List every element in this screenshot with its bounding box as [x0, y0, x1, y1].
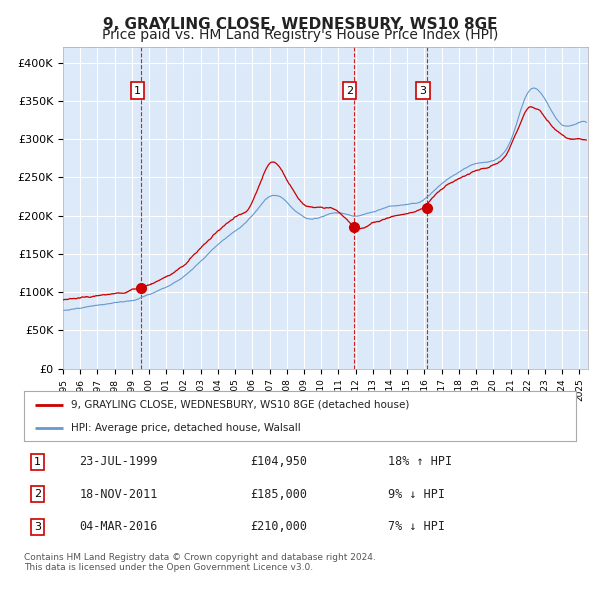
Text: 7% ↓ HPI: 7% ↓ HPI [388, 520, 445, 533]
Text: 1: 1 [34, 457, 41, 467]
Text: 2: 2 [34, 489, 41, 499]
Text: 3: 3 [34, 522, 41, 532]
Text: 18-NOV-2011: 18-NOV-2011 [79, 488, 158, 501]
Text: 2: 2 [346, 86, 353, 96]
Text: £210,000: £210,000 [250, 520, 307, 533]
Text: £104,950: £104,950 [250, 455, 307, 468]
Text: HPI: Average price, detached house, Walsall: HPI: Average price, detached house, Wals… [71, 423, 301, 433]
Text: 18% ↑ HPI: 18% ↑ HPI [388, 455, 452, 468]
Text: 04-MAR-2016: 04-MAR-2016 [79, 520, 158, 533]
Text: £185,000: £185,000 [250, 488, 307, 501]
Text: 9, GRAYLING CLOSE, WEDNESBURY, WS10 8GE (detached house): 9, GRAYLING CLOSE, WEDNESBURY, WS10 8GE … [71, 399, 409, 409]
Text: 9, GRAYLING CLOSE, WEDNESBURY, WS10 8GE: 9, GRAYLING CLOSE, WEDNESBURY, WS10 8GE [103, 17, 497, 31]
Text: Contains HM Land Registry data © Crown copyright and database right 2024.: Contains HM Land Registry data © Crown c… [24, 553, 376, 562]
Text: 3: 3 [419, 86, 427, 96]
Text: 23-JUL-1999: 23-JUL-1999 [79, 455, 158, 468]
Text: This data is licensed under the Open Government Licence v3.0.: This data is licensed under the Open Gov… [24, 563, 313, 572]
Text: 1: 1 [134, 86, 140, 96]
Text: 9% ↓ HPI: 9% ↓ HPI [388, 488, 445, 501]
Text: Price paid vs. HM Land Registry's House Price Index (HPI): Price paid vs. HM Land Registry's House … [102, 28, 498, 42]
